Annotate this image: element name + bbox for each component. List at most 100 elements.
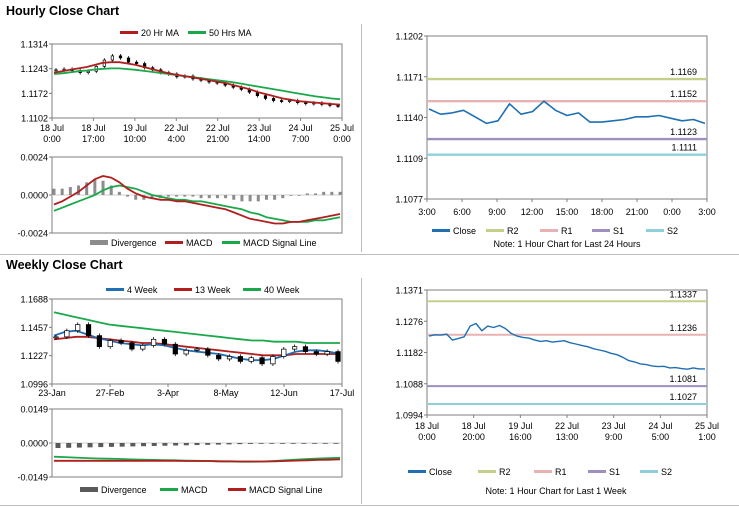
weekly-price-candle — [281, 348, 287, 357]
hourly-price-xtick: 19 Jul — [123, 123, 147, 133]
hourly-divergence-bar — [126, 195, 130, 197]
weekly-divergence-bar — [108, 443, 114, 447]
weekly-price-candle — [302, 346, 309, 352]
hourly-24h-ytick: 1.1077 — [395, 195, 423, 205]
weekly-price-xtick: 12-Jun — [270, 388, 298, 398]
weekly-divergence-bar — [247, 443, 253, 444]
weekly-price-candle — [335, 351, 341, 362]
weekly-divergence-bar — [333, 443, 339, 444]
hourly-divergence-bar — [297, 195, 301, 196]
hourly-divergence-bar — [52, 188, 56, 195]
hourly-24h-xtick: 0:00 — [663, 207, 681, 217]
weekly-price-candle — [248, 357, 254, 362]
weekly-lastweek-legend-label: R1 — [555, 467, 567, 477]
hourly-price-candle — [86, 70, 90, 73]
hourly-divergence-bar — [330, 191, 334, 195]
hourly-macd-legend-label: MACD — [186, 238, 213, 248]
hourly-24h-ytick: 1.1202 — [395, 32, 423, 42]
hourly-divergence-bar — [313, 193, 317, 195]
hourly-divergence-bar — [305, 193, 309, 195]
hourly-price-xtick: 17:00 — [82, 134, 105, 144]
hourly-price-candle — [288, 100, 292, 102]
hourly-24h-ytick: 1.1171 — [396, 72, 423, 82]
weekly-divergence-bar — [119, 443, 125, 447]
hourly-price-candle — [126, 57, 131, 63]
hourly-macd-legend-swatch — [90, 240, 108, 245]
weekly-lastweek-level-label: 1.1081 — [669, 374, 697, 384]
hourly-24h-level-label: 1.1123 — [670, 127, 697, 137]
hourly-price-ytick: 1.1243 — [20, 64, 48, 74]
hourly-divergence-bar — [273, 195, 277, 200]
hourly-divergence-bar — [101, 180, 105, 195]
hourly-price-xtick: 7:00 — [292, 134, 310, 144]
hourly-24h-ytick: 1.1109 — [396, 154, 423, 164]
hourly-price-ytick: 1.1314 — [20, 40, 48, 50]
weekly-lastweek-ytick: 1.1371 — [395, 286, 423, 296]
weekly-divergence-bar — [98, 443, 104, 448]
weekly-macd-legend-swatch — [80, 487, 98, 492]
hourly-section-title: Hourly Close Chart — [6, 4, 120, 18]
hourly-24h-xtick: 18:00 — [591, 207, 614, 217]
weekly-price-xtick: 3-Apr — [157, 388, 179, 398]
hourly-divergence-bar — [109, 185, 113, 195]
hourly-divergence-bar — [175, 195, 179, 197]
weekly-section-title: Weekly Close Chart — [6, 258, 123, 272]
hourly-24h-xtick: 21:00 — [626, 207, 649, 217]
hourly-price-xtick: 23 Jul — [247, 123, 271, 133]
hourly-price-xtick: 22 Jul — [164, 123, 188, 133]
weekly-divergence-bar — [269, 443, 275, 444]
weekly-divergence-bar — [55, 443, 61, 449]
weekly-lastweek-ytick: 1.1088 — [395, 379, 423, 389]
hourly-price-ytick: 1.1172 — [21, 89, 48, 99]
hourly-price-xtick: 0:00 — [43, 134, 61, 144]
weekly-lastweek-level-label: 1.1337 — [669, 289, 697, 299]
weekly-price-candle — [183, 349, 189, 355]
hourly-24h-legend-label: R1 — [561, 226, 573, 236]
hourly-24h-legend-label: R2 — [507, 226, 519, 236]
weekly-price-xtick: 27-Feb — [96, 388, 125, 398]
weekly-lastweek-xtick: 16:00 — [509, 432, 532, 442]
hourly-24h-xtick: 15:00 — [556, 207, 579, 217]
weekly-price-candle — [216, 354, 222, 360]
hourly-24h-xtick: 6:00 — [453, 207, 471, 217]
hourly-divergence-bar — [281, 195, 285, 199]
weekly-divergence-bar — [66, 443, 72, 448]
hourly-divergence-bar — [256, 195, 260, 202]
weekly-lastweek-ytick: 1.1182 — [396, 348, 423, 358]
hourly-price-xtick: 14:00 — [248, 134, 271, 144]
hourly-price-xtick: 18 Jul — [40, 123, 64, 133]
hourly-24h-level-label: 1.1152 — [670, 89, 697, 99]
weekly-price-candle — [75, 324, 81, 332]
weekly-lastweek-xtick: 18 Jul — [415, 421, 439, 431]
weekly-price-candle — [64, 330, 70, 338]
hourly-macd-ytick: -0.0024 — [17, 229, 48, 239]
hourly-price-candle — [110, 55, 115, 61]
weekly-divergence-bar — [162, 443, 168, 446]
column-divider-top — [361, 24, 362, 252]
weekly-price-ytick: 1.0996 — [20, 380, 48, 390]
hourly-price-legend-label: 50 Hrs MA — [209, 28, 252, 38]
column-divider-bottom — [361, 278, 362, 504]
weekly-price-legend-label: 4 Week — [127, 285, 158, 295]
weekly-macd-legend-label: MACD Signal Line — [249, 485, 323, 495]
weekly-price-candle — [270, 356, 276, 365]
weekly-macd-ytick: -0.0149 — [17, 473, 48, 483]
weekly-price-candle — [194, 348, 200, 351]
weekly-price-candle — [96, 335, 102, 348]
weekly-macd-ytick: 0.0149 — [20, 405, 48, 415]
weekly-price-candle — [140, 345, 146, 350]
section-divider — [0, 254, 739, 255]
weekly-macd-legend-label: Divergence — [101, 485, 147, 495]
weekly-price-candle — [226, 356, 233, 360]
weekly-price-candle — [313, 351, 319, 355]
hourly-24h-legend-label: S2 — [667, 226, 678, 236]
weekly-divergence-bar — [237, 443, 243, 445]
hourly-divergence-bar — [232, 195, 236, 200]
hourly-divergence-bar — [289, 195, 293, 196]
weekly-divergence-bar — [87, 443, 93, 448]
hourly-24h-note: Note: 1 Hour Chart for Last 24 Hours — [493, 239, 641, 249]
weekly-lastweek-ytick: 1.0994 — [395, 411, 423, 421]
hourly-24h-xtick: 12:00 — [521, 207, 544, 217]
weekly-price-candle — [237, 356, 243, 362]
